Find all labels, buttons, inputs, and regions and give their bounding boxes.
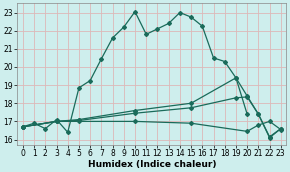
X-axis label: Humidex (Indice chaleur): Humidex (Indice chaleur) <box>88 159 216 169</box>
